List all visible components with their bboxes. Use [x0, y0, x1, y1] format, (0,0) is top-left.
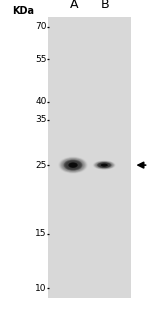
Ellipse shape: [102, 164, 106, 166]
Ellipse shape: [93, 161, 115, 170]
Ellipse shape: [59, 157, 87, 174]
Ellipse shape: [99, 163, 109, 167]
Ellipse shape: [63, 160, 83, 171]
Ellipse shape: [65, 161, 81, 169]
Ellipse shape: [69, 163, 77, 167]
Text: 25: 25: [35, 161, 46, 169]
Ellipse shape: [62, 159, 84, 171]
Ellipse shape: [70, 163, 76, 167]
Ellipse shape: [95, 161, 114, 169]
Ellipse shape: [66, 161, 80, 169]
Ellipse shape: [97, 162, 111, 168]
Ellipse shape: [68, 162, 78, 168]
Bar: [48, 17, 130, 298]
Ellipse shape: [71, 164, 75, 167]
Ellipse shape: [94, 161, 114, 169]
Ellipse shape: [71, 164, 75, 166]
Ellipse shape: [102, 164, 106, 166]
Ellipse shape: [59, 157, 87, 173]
Text: 10: 10: [35, 284, 46, 293]
Text: 55: 55: [35, 55, 46, 64]
Ellipse shape: [98, 163, 110, 168]
Ellipse shape: [101, 164, 107, 166]
Ellipse shape: [98, 163, 111, 168]
Ellipse shape: [101, 164, 108, 166]
Ellipse shape: [61, 158, 85, 172]
Ellipse shape: [67, 162, 79, 169]
Text: 35: 35: [35, 115, 46, 124]
Text: 40: 40: [35, 97, 46, 106]
Ellipse shape: [96, 162, 113, 169]
Ellipse shape: [68, 162, 78, 168]
Ellipse shape: [60, 158, 86, 172]
Ellipse shape: [94, 161, 115, 169]
Ellipse shape: [94, 161, 114, 169]
Text: B: B: [101, 0, 109, 11]
Ellipse shape: [95, 162, 113, 169]
Text: 15: 15: [35, 229, 46, 238]
Ellipse shape: [62, 158, 84, 172]
Ellipse shape: [103, 164, 106, 166]
Ellipse shape: [100, 163, 109, 167]
Ellipse shape: [65, 160, 81, 170]
Ellipse shape: [64, 160, 82, 170]
Ellipse shape: [100, 163, 108, 167]
Text: KDa: KDa: [12, 6, 34, 16]
Ellipse shape: [100, 163, 108, 167]
Ellipse shape: [96, 162, 112, 168]
Text: A: A: [70, 0, 78, 11]
Ellipse shape: [72, 164, 74, 166]
Ellipse shape: [66, 161, 80, 169]
Text: 70: 70: [35, 22, 46, 31]
Ellipse shape: [63, 159, 83, 171]
Ellipse shape: [97, 162, 112, 168]
Ellipse shape: [60, 158, 86, 173]
Ellipse shape: [99, 163, 110, 167]
Ellipse shape: [69, 163, 77, 168]
